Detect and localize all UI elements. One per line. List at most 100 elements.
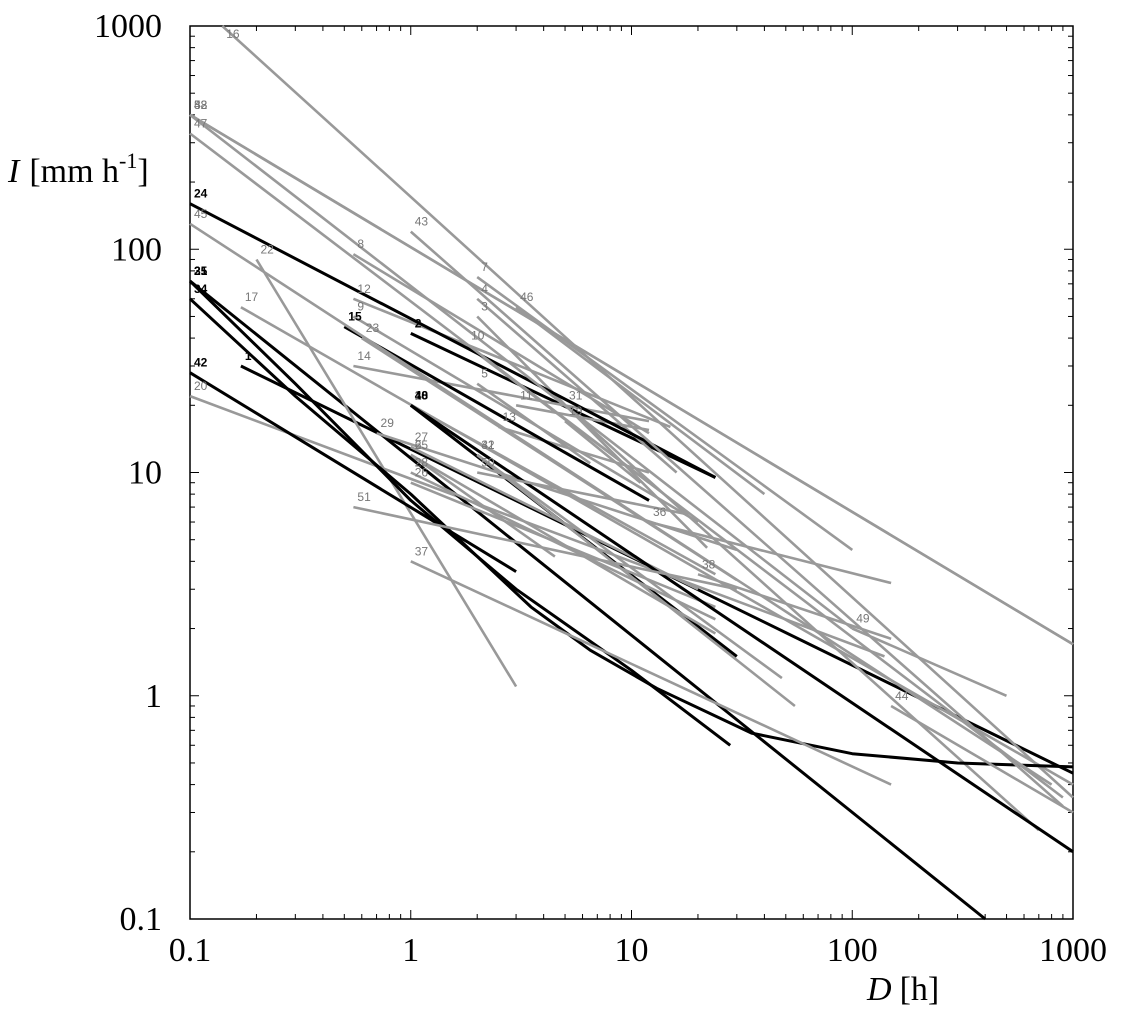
- curve-label: 37: [415, 544, 429, 558]
- curve-label: 41: [481, 438, 495, 452]
- x-tick-label: 1: [402, 932, 419, 969]
- curve-34: [188, 297, 1074, 769]
- curve-label: 13: [503, 410, 517, 424]
- curve-40: [409, 404, 1074, 854]
- curve-label: 12: [357, 282, 371, 296]
- curve-47: [189, 132, 1064, 799]
- curve-44: [890, 704, 1074, 814]
- curve-label: 19: [569, 404, 583, 418]
- curve-17: [240, 306, 1074, 786]
- curve-19: [564, 420, 642, 484]
- curve-label: 33: [194, 98, 208, 112]
- x-tick-label: 100: [827, 932, 878, 969]
- y-axis-unit-prefix: [mm h: [29, 153, 119, 190]
- curve-label: 51: [357, 490, 371, 504]
- y-axis-unit-suffix: ]: [137, 153, 148, 190]
- curve-41: [476, 453, 796, 708]
- curve-label: 44: [895, 689, 909, 703]
- curve-24: [189, 202, 717, 479]
- curve-label: 29: [381, 416, 395, 430]
- curve-label: 26: [415, 466, 429, 480]
- curve-label: 23: [366, 321, 380, 335]
- curves: [188, 25, 1074, 921]
- curve-8: [352, 253, 650, 435]
- curve-28: [410, 471, 716, 621]
- curve-20: [189, 394, 885, 658]
- curve-35: [188, 280, 732, 747]
- curve-label: 20: [194, 379, 208, 393]
- curve-46: [515, 306, 766, 496]
- curve-label: 47: [194, 116, 208, 130]
- curve-label: 5: [481, 367, 488, 381]
- curve-48: [189, 113, 854, 630]
- curve-7: [476, 276, 854, 551]
- curve-37: [410, 560, 892, 786]
- curve-label: 15: [348, 310, 362, 324]
- curve-label: 17: [245, 290, 259, 304]
- curve-label: 25: [415, 438, 429, 452]
- curve-label: 8: [357, 237, 364, 251]
- curve-4: [476, 297, 678, 474]
- x-tick-labels: 0.1 1 10 100 1000: [169, 932, 1107, 969]
- curve-label: 31: [569, 388, 583, 402]
- curve-label: 18: [415, 388, 429, 402]
- curve-label: 21: [194, 264, 208, 278]
- x-tick-label: 0.1: [169, 932, 212, 969]
- curve-50: [476, 471, 689, 516]
- y-tick-label: 0.1: [120, 901, 163, 938]
- curve-42: [189, 371, 517, 573]
- y-axis-symbol: I: [7, 153, 21, 190]
- curve-label: 24: [194, 187, 208, 201]
- curve-label: 6: [415, 438, 422, 452]
- curve-label: 34: [194, 282, 208, 296]
- y-tick-label: 1: [145, 678, 162, 715]
- curve-label: 10: [471, 329, 485, 343]
- curve-label: 4: [481, 282, 488, 296]
- curve-15: [343, 325, 650, 502]
- curve-labels: 1234567891011121314151617181920212223242…: [194, 27, 909, 703]
- x-tick-label: 10: [615, 932, 649, 969]
- curve-14: [353, 364, 650, 423]
- curve-label: 35: [194, 264, 208, 278]
- curve-label: 52: [194, 98, 208, 112]
- y-axis-unit-exponent: -1: [119, 148, 137, 173]
- curve-label: 30: [415, 388, 429, 402]
- curve-label: 43: [415, 215, 429, 229]
- y-tick-label: 10: [128, 455, 162, 492]
- curve-label: 40: [415, 388, 429, 402]
- curve-label: 38: [702, 557, 716, 571]
- curve-43: [409, 230, 1064, 808]
- curve-16: [221, 25, 1074, 799]
- curve-label: 28: [415, 456, 429, 470]
- curve-label: 9: [357, 299, 364, 313]
- curve-label: 3: [481, 299, 488, 313]
- curve-29: [376, 431, 738, 552]
- y-tick-labels: 0.1 1 10 100 1000: [94, 8, 162, 938]
- curve-label: 32: [481, 438, 495, 452]
- curve-51: [353, 505, 738, 591]
- curve-label: 14: [357, 349, 371, 363]
- curve-label: 45: [194, 207, 208, 221]
- curve-49: [851, 627, 1008, 697]
- curve-label: 2: [415, 316, 422, 330]
- x-axis-symbol: D: [866, 971, 892, 1008]
- x-axis-title: D [h]: [866, 971, 939, 1008]
- curve-label: 42: [194, 356, 208, 370]
- curve-label: 16: [226, 27, 240, 41]
- curve-31: [564, 404, 1040, 832]
- curve-21: [189, 279, 987, 921]
- y-tick-label: 100: [111, 231, 162, 268]
- y-tick-label: 1000: [94, 8, 162, 45]
- curve-label: 46: [520, 290, 534, 304]
- curve-label: 22: [260, 242, 274, 256]
- curve-9: [352, 315, 699, 524]
- curve-52: [189, 113, 1074, 646]
- x-axis-unit: [h]: [900, 971, 940, 1008]
- curve-label: 48: [194, 98, 208, 112]
- curve-label: 27: [415, 430, 429, 444]
- curve-label: 50: [481, 456, 495, 470]
- x-tick-label: 1000: [1039, 932, 1107, 969]
- curve-label: 1: [245, 349, 252, 363]
- curve-label: 36: [653, 505, 667, 519]
